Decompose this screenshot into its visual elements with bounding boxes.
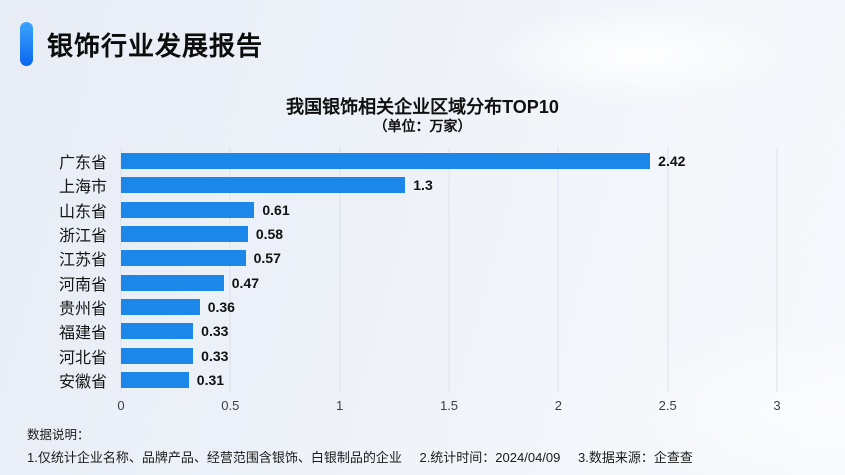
bar-row: 贵州省 0.36 xyxy=(0,295,777,319)
bar-value-label: 0.57 xyxy=(253,250,281,267)
bar-track: 0.47 xyxy=(121,274,777,291)
report-header: 银饰行业发展报告 xyxy=(20,22,263,66)
x-tick-label: 3 xyxy=(773,398,781,413)
bar xyxy=(121,347,194,364)
bar-track: 0.58 xyxy=(121,226,777,243)
gridlines xyxy=(120,147,778,392)
category-label: 福建省 xyxy=(58,325,107,343)
gridline xyxy=(448,147,450,392)
category-label: 贵州省 xyxy=(58,300,107,318)
bar-value-label: 0.33 xyxy=(201,323,229,340)
chart-title: 我国银饰相关企业区域分布TOP10 xyxy=(286,97,559,117)
report-title: 银饰行业发展报告 xyxy=(47,30,264,61)
bar-value-label: 1.3 xyxy=(413,177,433,194)
bar-track: 0.57 xyxy=(121,250,777,267)
bar xyxy=(121,226,248,243)
footnote-line: 1.仅统计企业名称、品牌产品、经营范围含银饰、白银制品的企业 2.统计时间：20… xyxy=(27,447,707,466)
gridline xyxy=(667,147,669,392)
bar xyxy=(121,153,651,170)
bar-row: 广东省 2.42 xyxy=(0,149,777,173)
accent-bar-icon xyxy=(20,22,33,66)
category-label: 浙江省 xyxy=(58,228,107,246)
gridline xyxy=(229,147,231,392)
category-label: 安徽省 xyxy=(58,373,107,391)
bar-row: 河南省 0.47 xyxy=(0,270,777,294)
gridline xyxy=(776,147,778,392)
bar-track: 0.33 xyxy=(121,323,777,340)
category-label: 河南省 xyxy=(58,276,107,294)
bar-track: 1.3 xyxy=(121,177,777,194)
gridline xyxy=(339,147,341,392)
bar-track: 0.33 xyxy=(121,347,777,364)
bar-row: 江苏省 0.57 xyxy=(0,246,777,270)
bar-value-label: 0.33 xyxy=(201,347,229,364)
bar-row: 安徽省 0.31 xyxy=(0,368,777,392)
footnote-item-1: 1.仅统计企业名称、品牌产品、经营范围含银饰、白银制品的企业 xyxy=(27,450,402,465)
category-label: 山东省 xyxy=(58,203,107,221)
footnote-item-3: 3.数据来源：企查查 xyxy=(578,450,693,465)
x-axis: 0 0.5 1 1.5 2 2.5 3 xyxy=(117,398,781,414)
bar-row: 浙江省 0.58 xyxy=(0,222,777,246)
category-label: 江苏省 xyxy=(58,252,107,270)
bar-value-label: 0.31 xyxy=(196,371,225,388)
bar-value-label: 0.58 xyxy=(255,226,284,243)
x-tick-label: 2 xyxy=(554,398,562,413)
bar-value-label: 0.36 xyxy=(207,298,235,315)
bar xyxy=(121,177,406,194)
chart-subtitle: （单位：万家） xyxy=(373,118,472,134)
x-tick-label: 1 xyxy=(336,398,344,413)
bar-row: 福建省 0.33 xyxy=(0,319,777,343)
x-tick-label: 0 xyxy=(117,398,125,413)
bar xyxy=(121,298,200,315)
bar-value-label: 2.42 xyxy=(658,153,686,170)
bar-value-label: 0.61 xyxy=(262,201,290,218)
bar-track: 2.42 xyxy=(121,153,777,170)
x-tick-label: 2.5 xyxy=(658,398,677,413)
bar xyxy=(121,371,189,388)
bar xyxy=(121,250,246,267)
gridline xyxy=(120,147,122,392)
footnote-item-2: 2.统计时间：2024/04/09 xyxy=(419,450,561,465)
gridline xyxy=(557,147,559,392)
bar xyxy=(121,274,224,291)
category-label: 河北省 xyxy=(58,349,107,367)
bar-row: 山东省 0.61 xyxy=(0,198,777,222)
bar-row: 河北省 0.33 xyxy=(0,343,777,367)
bar-track: 0.61 xyxy=(121,201,777,218)
x-tick-label: 0.5 xyxy=(221,398,240,413)
bar-row: 上海市 1.3 xyxy=(0,173,777,197)
bar-rows: 广东省 2.42 上海市 1.3 山东省 0.61 浙江省 0.58 江苏省 0.57 河南省 0.4… xyxy=(0,149,777,392)
bar-value-label: 0.47 xyxy=(231,274,260,291)
category-label: 上海市 xyxy=(58,179,107,197)
footnote-heading: 数据说明： xyxy=(27,428,90,442)
bar-track: 0.31 xyxy=(121,371,777,388)
category-label: 广东省 xyxy=(58,155,107,173)
bar-track: 0.36 xyxy=(121,298,777,315)
bar xyxy=(121,323,194,340)
bar xyxy=(121,201,255,218)
x-tick-label: 1.5 xyxy=(439,398,459,413)
